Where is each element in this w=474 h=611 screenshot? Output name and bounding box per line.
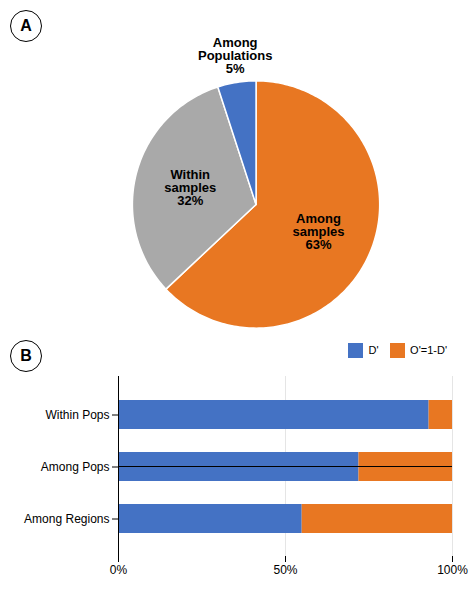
svg-text:Amongsamples63%: Amongsamples63% xyxy=(292,211,344,252)
html-text:D': D' xyxy=(368,344,379,357)
html-text:O'=1-D': O'=1-D' xyxy=(410,344,447,357)
svg-text:50%: 50% xyxy=(273,563,297,577)
svg-text:0%: 0% xyxy=(110,563,128,577)
svg-text:Within Pops: Within Pops xyxy=(45,408,109,422)
svg-text:100%: 100% xyxy=(437,563,468,577)
svg-text:AmongPopulations5%: AmongPopulations5% xyxy=(198,35,272,76)
html-text:B: B xyxy=(20,347,32,364)
svg-text:Among Regions: Among Regions xyxy=(24,512,109,526)
svg-text:Withinsamples32%: Withinsamples32% xyxy=(164,167,216,208)
html-text:A: A xyxy=(20,17,32,34)
svg-text:Among Pops: Among Pops xyxy=(41,460,110,474)
